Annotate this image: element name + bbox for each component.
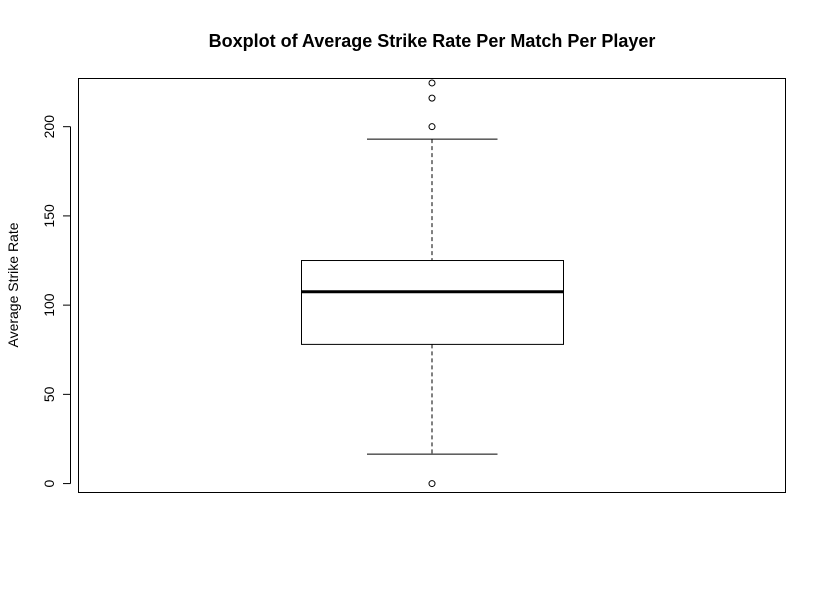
outlier-point [428,79,436,87]
iqr-box [301,260,564,345]
y-tick-label: 0 [41,479,57,487]
y-tick-label: 50 [41,386,57,402]
outlier-point [428,480,436,488]
outlier-point [428,94,436,102]
y-tick-label: 150 [41,204,57,228]
y-tick-label: 200 [41,115,57,139]
chart-title: Boxplot of Average Strike Rate Per Match… [209,31,656,51]
box-group [301,79,564,488]
y-axis-label: Average Strike Rate [5,222,21,347]
plot-frame [78,78,786,493]
outlier-point [428,123,436,131]
y-axis: 0 50 100 150 200 [41,115,71,487]
y-tick-label: 100 [41,293,57,317]
